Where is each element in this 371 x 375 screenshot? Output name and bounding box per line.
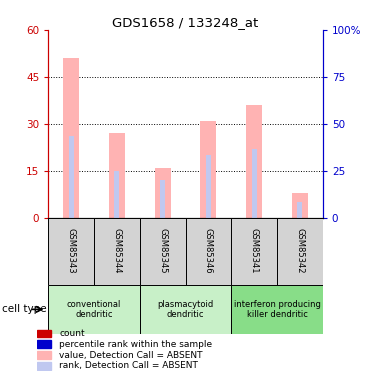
Text: count: count [59,329,85,338]
Text: percentile rank within the sample: percentile rank within the sample [59,340,212,349]
Bar [94,217,140,285]
Bar [37,362,51,370]
Bar [231,217,277,285]
Text: GSM85343: GSM85343 [67,228,76,274]
Text: cell type: cell type [2,304,46,314]
Bar [109,133,125,218]
Bar [186,217,231,285]
Bar [63,58,79,217]
Bar [298,202,302,217]
Bar [160,180,165,218]
Bar [37,340,51,348]
Bar [140,217,186,285]
Text: GSM85344: GSM85344 [112,228,121,274]
Text: GSM85341: GSM85341 [250,228,259,274]
Text: rank, Detection Call = ABSENT: rank, Detection Call = ABSENT [59,362,198,370]
Bar [37,351,51,359]
Text: GSM85345: GSM85345 [158,228,167,274]
Bar [140,285,231,334]
Text: GSM85342: GSM85342 [295,228,304,274]
Text: GSM85346: GSM85346 [204,228,213,274]
Bar [69,136,73,218]
Text: plasmacytoid
dendritic: plasmacytoid dendritic [157,300,214,319]
Bar [252,149,256,217]
Bar [155,168,171,217]
Title: GDS1658 / 133248_at: GDS1658 / 133248_at [112,16,259,29]
Bar [292,192,308,217]
Bar [37,330,51,338]
Text: interferon producing
killer dendritic: interferon producing killer dendritic [234,300,321,319]
Bar [206,155,211,218]
Bar [115,171,119,217]
Bar [48,285,140,334]
Bar [48,217,94,285]
Text: value, Detection Call = ABSENT: value, Detection Call = ABSENT [59,351,203,360]
Text: conventional
dendritic: conventional dendritic [67,300,121,319]
Bar [231,285,323,334]
Bar [246,105,262,218]
Bar [277,217,323,285]
Bar [200,121,216,218]
